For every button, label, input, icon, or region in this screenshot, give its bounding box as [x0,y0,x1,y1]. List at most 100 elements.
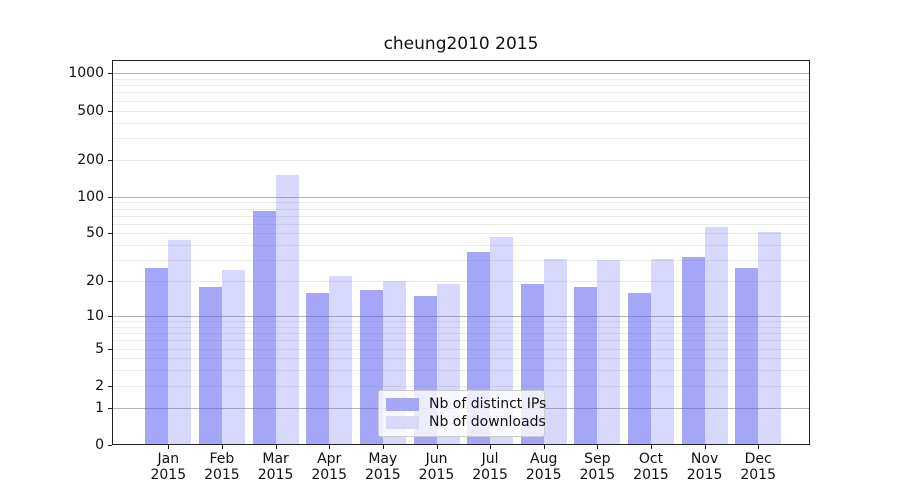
bar-downloads-apr [329,276,353,444]
legend-swatch-distinct-ips [386,398,419,411]
minor-gridline-600 [113,100,809,102]
minor-gridline-40 [113,245,809,247]
x-tick-mark-oct [651,445,652,449]
y-tick-mark-0 [108,445,112,446]
minor-gridline-3 [113,370,809,372]
major-gridline-10 [113,316,809,317]
x-tick-label-dec: Dec 2015 [740,451,776,483]
minor-gridline-8 [113,326,809,328]
x-tick-label-aug: Aug 2015 [525,451,562,483]
minor-gridline-400 [113,122,809,124]
x-tick-label-jun: Jun 2015 [418,451,455,483]
bar-downloads-mar [275,175,299,444]
minor-gridline-80 [113,208,809,210]
x-tick-mark-feb [221,445,223,449]
y-tick-mark-1000 [108,73,112,75]
bar-downloads-jan [168,240,192,444]
minor-gridline-700 [113,92,809,94]
minor-gridline-5 [113,348,809,350]
minor-gridline-7 [113,333,809,335]
legend-item-distinct-ips: Nb of distinct IPs [386,397,546,412]
minor-gridline-6 [113,340,809,342]
x-tick-label-nov: Nov 2015 [686,451,723,483]
y-tick-label-200: 200 [77,151,104,168]
minor-gridline-500 [113,110,809,112]
minor-gridline-900 [113,78,809,80]
plot-area-border [112,60,810,445]
x-tick-mark-jul [490,445,492,449]
bar-downloads-feb [221,269,245,444]
minor-gridline-70 [113,215,809,217]
y-tick-label-1: 1 [95,399,104,416]
legend: Nb of distinct IPs Nb of downloads [378,390,546,437]
x-tick-label-feb: Feb 2015 [204,451,240,483]
minor-gridline-60 [113,223,809,225]
bar-distinct-ips-may [359,289,383,444]
x-tick-mark-apr [329,445,331,449]
y-tick-label-100: 100 [77,188,104,205]
bar-distinct-ips-jan [145,267,169,444]
y-tick-label-0: 0 [95,437,104,453]
legend-item-downloads: Nb of downloads [386,415,546,430]
minor-gridline-200 [113,159,809,161]
y-tick-mark-50 [108,233,112,235]
x-tick-mark-jun [436,445,438,449]
x-tick-mark-nov [704,445,706,449]
x-tick-label-apr: Apr 2015 [311,451,347,483]
minor-gridline-300 [113,137,809,139]
bar-distinct-ips-oct [628,292,651,444]
bar-downloads-aug [543,258,567,444]
minor-gridline-800 [113,85,809,87]
x-tick-label-jan: Jan 2015 [150,451,187,483]
y-tick-label-2: 2 [95,377,104,394]
minor-gridline-2 [113,385,809,387]
y-tick-label-1000: 1000 [68,65,104,82]
y-tick-mark-500 [108,110,112,112]
x-tick-label-oct: Oct 2015 [633,451,669,483]
bar-distinct-ips-sep [574,286,598,444]
x-tick-label-may: May 2015 [364,451,401,483]
x-tick-mark-jan [168,445,170,449]
y-tick-mark-20 [108,281,112,283]
minor-gridline-20 [113,281,809,283]
x-tick-label-jul: Jul 2015 [472,451,508,483]
major-gridline-100 [113,196,809,198]
bar-distinct-ips-nov [681,256,705,444]
y-tick-mark-100 [108,196,112,198]
y-tick-mark-5 [108,348,112,350]
x-tick-mark-aug [543,445,545,449]
chart-title: cheung2010 2015 [383,34,539,54]
major-gridline-1000 [113,73,809,75]
x-tick-mark-mar [275,445,277,449]
x-tick-mark-dec [758,445,760,449]
bar-distinct-ips-apr [306,292,330,444]
y-tick-label-5: 5 [95,340,104,357]
bar-downloads-nov [704,226,728,444]
x-tick-mark-sep [597,445,599,449]
minor-gridline-50 [113,233,809,235]
y-tick-label-50: 50 [86,225,104,242]
minor-gridline-4 [113,358,809,360]
y-tick-label-20: 20 [86,273,104,290]
y-tick-mark-2 [108,385,112,387]
minor-gridline-30 [113,260,809,262]
minor-gridline-9 [113,321,809,323]
y-tick-mark-200 [108,159,112,161]
minor-gridline-90 [113,202,809,204]
bar-distinct-ips-mar [252,211,276,444]
y-tick-mark-10 [108,316,112,317]
y-tick-label-500: 500 [77,102,104,119]
legend-label-downloads: Nb of downloads [429,414,546,430]
bar-downloads-dec [758,232,782,444]
x-tick-label-sep: Sep 2015 [579,451,616,483]
y-tick-label-10: 10 [86,308,104,324]
x-tick-label-mar: Mar 2015 [257,451,294,483]
legend-swatch-downloads [386,416,419,429]
bar-downloads-oct [651,258,674,444]
bar-distinct-ips-dec [735,267,759,444]
y-tick-mark-1 [108,407,112,409]
x-tick-mark-may [382,445,384,449]
legend-label-distinct-ips: Nb of distinct IPs [429,396,547,412]
bar-distinct-ips-feb [198,286,222,444]
